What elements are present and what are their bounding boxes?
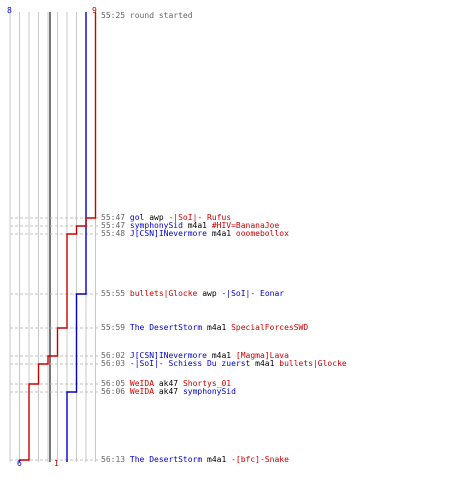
event-weapon: m4a1 — [207, 323, 227, 332]
event-killer: bullets|Glocke — [129, 289, 198, 298]
event-weapon: awp — [149, 213, 164, 222]
event-time: 56:06 — [101, 387, 126, 396]
event-weapon: m4a1 — [207, 455, 227, 464]
event-row: 56:06 WeIDA ak47 symphonySid — [101, 388, 236, 396]
event-victim: -[bfc]-Snake — [231, 455, 289, 464]
event-time: 55:59 — [101, 323, 126, 332]
event-text: round started — [129, 11, 193, 20]
event-row: 55:47 gol awp -|SoI|- Rufus — [101, 214, 231, 222]
event-killer: -|SoI|- Schiess Du zuerst — [129, 359, 251, 368]
event-killer: WeIDA — [129, 387, 155, 396]
event-killer: J[CSN]INevermore — [129, 351, 207, 360]
event-weapon: m4a1 — [255, 359, 275, 368]
event-row: 56:02 J[CSN]INevermore m4a1 [Magma]Lava — [101, 352, 289, 360]
event-victim: symphonySid — [182, 387, 236, 396]
red-end-count: 1 — [54, 459, 59, 468]
blue-team-line — [66, 12, 87, 462]
red-start-count: 9 — [92, 6, 97, 15]
event-time: 55:25 — [101, 11, 126, 20]
event-victim: #HIV=BananaJoe — [211, 221, 280, 230]
event-weapon: m4a1 — [211, 229, 232, 238]
event-killer: J[CSN]INevermore — [129, 229, 207, 238]
event-weapon: ak47 — [158, 387, 179, 396]
blue-start-count: 8 — [7, 6, 12, 15]
event-victim: -|SoI|- Eonar — [221, 289, 285, 298]
event-row: 56:03 -|SoI|- Schiess Du zuerst m4a1 bul… — [101, 360, 347, 368]
event-time: 56:05 — [101, 379, 126, 388]
event-killer: symphonySid — [129, 221, 183, 230]
event-time: 55:47 — [101, 221, 126, 230]
red-team-line — [18, 12, 97, 462]
event-row: 56:05 WeIDA ak47 Shortys_01 — [101, 380, 231, 388]
event-victim: ooomebollox — [235, 229, 289, 238]
event-row: 55:48 J[CSN]INevermore m4a1 ooomebollox — [101, 230, 289, 238]
event-time: 55:47 — [101, 213, 126, 222]
event-killer: WeIDA — [129, 379, 155, 388]
event-row: 56:13 The DesertStorm m4a1 -[bfc]-Snake — [101, 456, 289, 464]
event-killer: gol — [129, 213, 145, 222]
event-time: 56:13 — [101, 455, 126, 464]
event-victim: SpecialForcesSWD — [231, 323, 309, 332]
event-row: 55:47 symphonySid m4a1 #HIV=BananaJoe — [101, 222, 279, 230]
event-time: 55:48 — [101, 229, 126, 238]
event-time: 55:55 — [101, 289, 126, 298]
event-weapon: m4a1 — [211, 351, 232, 360]
event-victim: bullets|Glocke — [279, 359, 347, 368]
blue-end-count: 6 — [17, 459, 22, 468]
event-victim: Shortys_01 — [182, 379, 232, 388]
event-weapon: awp — [202, 289, 217, 298]
event-row: 55:25 round started — [101, 12, 193, 20]
event-victim: -|SoI|- Rufus — [168, 213, 232, 222]
event-row: 55:59 The DesertStorm m4a1 SpecialForces… — [101, 324, 308, 332]
event-time: 56:03 — [101, 359, 126, 368]
event-killer: The DesertStorm — [129, 455, 203, 464]
event-time: 56:02 — [101, 351, 126, 360]
event-victim: [Magma]Lava — [235, 351, 289, 360]
event-weapon: m4a1 — [187, 221, 207, 230]
event-weapon: ak47 — [158, 379, 179, 388]
event-row: 55:55 bullets|Glocke awp -|SoI|- Eonar — [101, 290, 284, 298]
event-killer: The DesertStorm — [129, 323, 203, 332]
